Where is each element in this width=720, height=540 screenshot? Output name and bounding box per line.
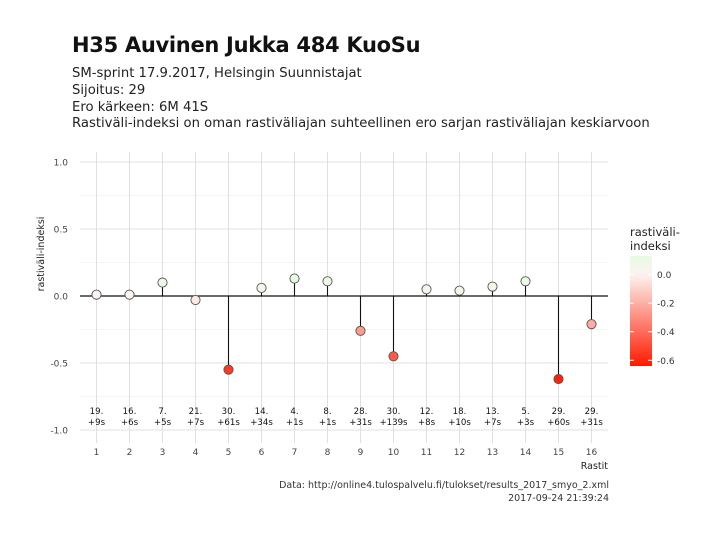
chart-subtitle: SM-sprint 17.9.2017, Helsingin Suunnista…: [72, 66, 650, 133]
diff-label-control-4: +7s: [187, 418, 205, 428]
rank-label-control-10: 30.: [387, 407, 401, 417]
rank-label-control-1: 19.: [90, 407, 104, 417]
legend-tick-label: 0.0: [657, 271, 672, 281]
x-tick-label: 14: [520, 448, 532, 458]
diff-label-control-2: +6s: [121, 418, 139, 428]
rank-label-control-5: 30.: [222, 407, 236, 417]
point-control-16: [586, 319, 597, 330]
point-control-2: [124, 289, 135, 300]
diff-label-control-6: +34s: [250, 418, 273, 428]
x-tick-label: 10: [388, 448, 400, 458]
rank-label-control-16: 29.: [585, 407, 599, 417]
x-axis-title: Rastit: [581, 461, 609, 472]
y-tick-label: -0.5: [50, 360, 68, 370]
point-control-1: [91, 289, 102, 300]
y-tick-label: 0.0: [54, 293, 69, 303]
x-tick-label: 16: [586, 448, 598, 458]
x-tick-label: 13: [487, 448, 498, 458]
x-tick-label: 5: [226, 448, 232, 458]
diff-label-control-7: +1s: [286, 418, 304, 428]
diff-label-control-9: +31s: [349, 418, 372, 428]
rank-label-control-7: 4.: [290, 407, 298, 417]
point-control-6: [256, 282, 267, 294]
rank-label-control-3: 7.: [158, 407, 166, 417]
diff-label-control-1: +9s: [88, 418, 106, 428]
point-control-15: [553, 374, 564, 385]
point-control-8: [322, 276, 333, 287]
subtitle-line-description: Rastiväli-indeksi on oman rastiväliajan …: [72, 116, 650, 132]
legend-title-line-1: rastiväli-: [630, 225, 680, 239]
x-tick-label: 9: [358, 448, 364, 458]
points: [91, 273, 597, 385]
subtitle-line-rank: Sijoitus: 29: [72, 82, 146, 98]
rank-label-control-12: 18.: [453, 407, 467, 417]
legend-tick-label: -0.4: [657, 328, 675, 338]
diff-label-control-16: +31s: [580, 418, 603, 428]
diff-label-control-10: +139s: [379, 418, 408, 428]
legend-title-line-2: indeksi: [630, 239, 671, 253]
diff-label-control-5: +61s: [217, 418, 240, 428]
rank-label-control-11: 12.: [420, 407, 434, 417]
legend-tick-label: -0.2: [657, 300, 675, 310]
diff-label-control-3: +5s: [154, 418, 172, 428]
rank-label-control-14: 5.: [521, 407, 529, 417]
rank-label-control-15: 29.: [552, 407, 566, 417]
point-control-14: [520, 276, 531, 287]
x-tick-label: 6: [259, 448, 265, 458]
point-control-10: [388, 351, 399, 362]
data-source: Data: http://online4.tulospalvelu.fi/tul…: [279, 480, 609, 491]
point-control-3: [157, 277, 168, 288]
x-tick-label: 11: [421, 448, 432, 458]
legend-colorbar: [630, 256, 652, 366]
rank-label-control-9: 28.: [354, 407, 368, 417]
rank-label-control-4: 21.: [189, 407, 203, 417]
legend-tick-label: -0.6: [657, 357, 675, 367]
y-tick-label: -1.0: [50, 427, 68, 437]
rank-label-control-6: 14.: [255, 407, 269, 417]
x-tick-label: 15: [553, 448, 564, 458]
x-tick-label: 3: [160, 448, 166, 458]
y-axis-title: rastiväli-indeksi: [36, 217, 47, 292]
x-tick-label: 4: [193, 448, 199, 458]
y-tick-label: 1.0: [54, 159, 69, 169]
legend: rastiväli-indeksi 0.0 -0.2 -0.4 -0.6: [630, 225, 680, 367]
rank-label-control-8: 8.: [323, 407, 331, 417]
point-control-5: [223, 364, 234, 375]
x-tick-label: 1: [94, 448, 100, 458]
diff-label-control-12: +10s: [448, 418, 471, 428]
point-control-7: [289, 273, 300, 284]
diff-label-control-13: +7s: [484, 418, 502, 428]
point-labels: 19.+9s16.+6s7.+5s21.+7s30.+61s14.+34s4.+…: [88, 407, 603, 428]
axes: -1.0-0.50.00.51.01 2 3 4 5 6 7 8 9 10 11 12 13 14 15 16…: [36, 159, 608, 473]
rank-label-control-2: 16.: [123, 407, 137, 417]
diff-label-control-14: +3s: [517, 418, 535, 428]
timestamp: 2017-09-24 21:39:24: [508, 493, 609, 504]
point-control-13: [487, 281, 498, 292]
x-tick-label: 2: [127, 448, 133, 458]
x-tick-label: 7: [292, 448, 298, 458]
diff-label-control-8: +1s: [319, 418, 337, 428]
subtitle-line-event: SM-sprint 17.9.2017, Helsingin Suunnista…: [72, 66, 362, 81]
subtitle-line-gap: Ero kärkeen: 6M 41S: [72, 99, 209, 115]
point-control-9: [355, 325, 366, 336]
grid-lines: [80, 152, 608, 443]
chart-title: H35 Auvinen Jukka 484 KuoSu: [72, 33, 421, 57]
x-tick-label: 12: [454, 448, 465, 458]
diff-label-control-15: +60s: [547, 418, 570, 428]
y-tick-label: 0.5: [54, 226, 68, 236]
rank-label-control-13: 13.: [486, 407, 500, 417]
diff-label-control-11: +8s: [418, 418, 436, 428]
x-tick-label: 8: [325, 448, 331, 458]
point-control-12: [454, 285, 465, 296]
stems: [95, 278, 593, 380]
point-control-4: [190, 294, 201, 306]
point-control-11: [421, 284, 432, 295]
